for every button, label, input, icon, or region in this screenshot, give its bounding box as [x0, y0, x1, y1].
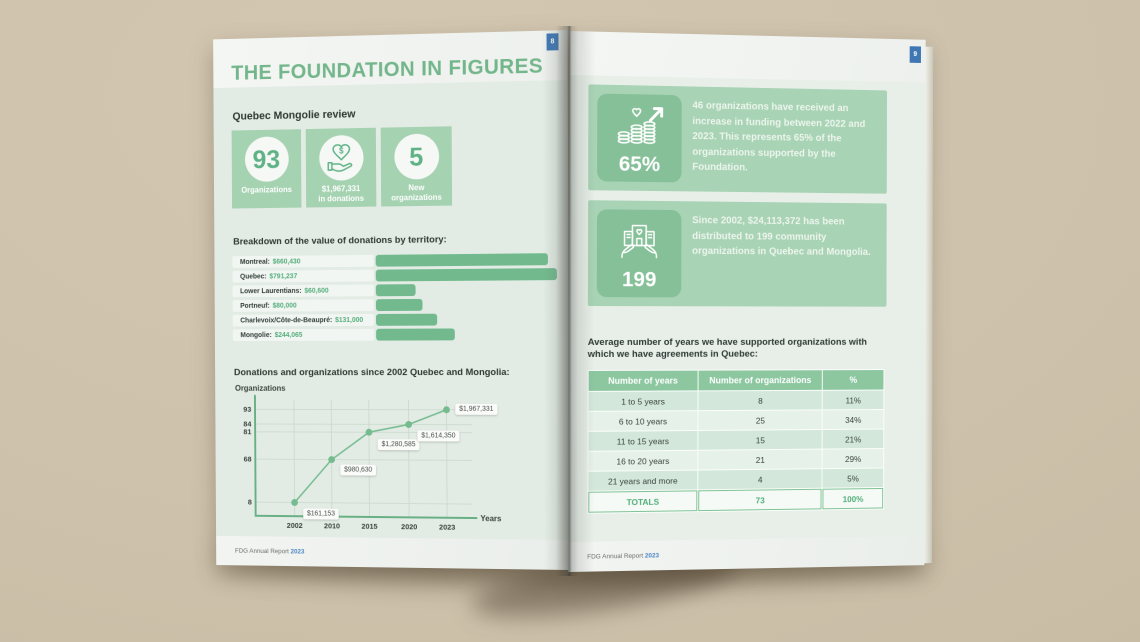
table-heading: Average number of years we have supporte…: [587, 336, 867, 361]
bar-row: Mongolie: $244,065: [232, 328, 558, 342]
svg-text:2010: 2010: [324, 521, 340, 530]
point-label-chip: $1,280,585: [377, 439, 420, 451]
bar-label: Charlevoix/Côte-de-Beaupré: $131,000: [232, 314, 375, 327]
table-totals-row: TOTALS 73 100%: [588, 487, 884, 513]
svg-text:81: 81: [243, 427, 251, 436]
point-label-chip: $161,153: [303, 508, 339, 520]
footer-right: FDG Annual Report 2023: [587, 552, 660, 561]
years-supported-table: Number of years Number of organizations% …: [587, 369, 885, 514]
stat-value: 5: [409, 141, 424, 172]
footer-left: FDG Annual Report 2023: [235, 547, 305, 556]
bar: [375, 298, 423, 312]
stat-card-new-organizations: 5 New organizations: [380, 126, 453, 207]
svg-text:$: $: [339, 146, 344, 156]
svg-text:84: 84: [243, 419, 252, 428]
bar-label: Quebec: $791,237: [232, 269, 374, 283]
bar-row: Quebec: $791,237: [232, 268, 557, 283]
bar-value: $791,237: [269, 272, 298, 280]
svg-text:93: 93: [243, 405, 251, 414]
stat-circle: $: [318, 134, 364, 181]
bar: [375, 268, 557, 282]
stat-value: 93: [252, 143, 281, 174]
table-row: 16 to 20 years 21 29%: [588, 448, 884, 471]
right-page: 9 65% 46 organizations have received an …: [568, 31, 926, 573]
table-row: 1 to 5 years 8 11%: [588, 390, 884, 411]
bar-row: Lower Laurentians: $60,600: [232, 283, 558, 298]
footer-year: 2023: [290, 548, 305, 556]
info-box-stat: 65%: [618, 152, 661, 177]
page-number-badge-left: 8: [546, 33, 559, 51]
table-column-header: Number of years: [588, 370, 698, 391]
svg-text:68: 68: [244, 455, 252, 464]
table-row: 11 to 15 years 15 21%: [588, 429, 884, 451]
icon-tile: 65%: [597, 93, 682, 183]
bar: [375, 284, 416, 297]
icon-tile: 199: [596, 209, 682, 298]
info-box-funding-increase: 65% 46 organizations have received an in…: [588, 84, 888, 194]
line-chart: 93 84 81 68 8 2002 2010 2015 2020 2023 Organizatio…: [233, 380, 516, 549]
info-box-text: Since 2002, $24,113,372 has been distrib…: [692, 215, 871, 258]
left-page: 8 THE FOUNDATION IN FIGURES Quebec Mongo…: [213, 30, 571, 571]
review-heading: Quebec Mongolie review: [232, 108, 356, 123]
svg-text:2002: 2002: [287, 521, 303, 530]
svg-text:2023: 2023: [439, 523, 455, 532]
coins-growth-icon: [614, 103, 665, 148]
svg-text:Years: Years: [480, 514, 502, 523]
stat-card-donations: $ $1,967,331 in donations: [305, 127, 377, 208]
hands-building-icon: [612, 218, 667, 264]
svg-text:Organizations: Organizations: [235, 384, 286, 393]
bar-row: Montreal: $660,430: [232, 253, 557, 268]
bar-value: $80,000: [272, 302, 297, 310]
bar-label: Mongolie: $244,065: [232, 328, 375, 342]
stat-circle: 5: [393, 133, 439, 180]
stat-card-label: Organizations: [241, 185, 292, 195]
table-row: 21 years and more 4 5%: [588, 468, 884, 491]
page-number-badge-right: 9: [909, 46, 921, 63]
line-chart-heading: Donations and organizations since 2002 Q…: [233, 367, 510, 379]
table-header: Number of years Number of organizations%: [588, 370, 884, 391]
footer-year: 2023: [644, 552, 660, 560]
bar: [375, 313, 438, 326]
point-label-chip: $1,614,350: [417, 430, 460, 442]
bar-value: $244,065: [274, 331, 303, 339]
bars-heading: Breakdown of the value of donations by t…: [233, 234, 447, 248]
bar: [376, 328, 456, 341]
svg-text:2020: 2020: [401, 522, 417, 531]
bar-label: Portneuf: $80,000: [232, 299, 375, 312]
stat-card-organizations: 93 Organizations: [231, 129, 302, 209]
point-label-chip: $980,630: [340, 464, 377, 476]
bar-value: $660,430: [272, 258, 301, 266]
territory-bars: Montreal: $660,430 Quebec: $791,237 Lower La…: [232, 253, 557, 344]
info-box-total-distributed: 199 Since 2002, $24,113,372 has been dis…: [587, 200, 887, 307]
info-box-text: 46 organizations have received an increa…: [692, 100, 866, 174]
info-box-stat: 199: [621, 268, 657, 292]
stat-cards: 93 Organizations $: [231, 126, 453, 209]
bar-value: $60,600: [304, 287, 329, 295]
table-row: 6 to 10 years 25 34%: [588, 410, 884, 431]
table-column-header: Number of organizations: [698, 370, 823, 391]
bar-label: Montreal: $660,430: [232, 254, 374, 268]
hand-heart-dollar-icon: $: [324, 141, 357, 175]
svg-text:8: 8: [248, 498, 252, 507]
svg-text:2015: 2015: [361, 522, 377, 531]
bar-label: Lower Laurentians: $60,600: [232, 284, 374, 298]
bar-row: Portneuf: $80,000: [232, 298, 558, 312]
table-column-header: %: [823, 370, 884, 390]
bar-row: Charlevoix/Côte-de-Beaupré: $131,000: [232, 313, 558, 327]
bar-value: $131,000: [335, 316, 364, 324]
stat-card-label: $1,967,331 in donations: [318, 184, 365, 204]
point-label-chip: $1,967,331: [455, 403, 498, 415]
stat-card-label: New organizations: [391, 183, 442, 203]
stat-circle: 93: [244, 136, 289, 182]
bar: [375, 253, 548, 267]
